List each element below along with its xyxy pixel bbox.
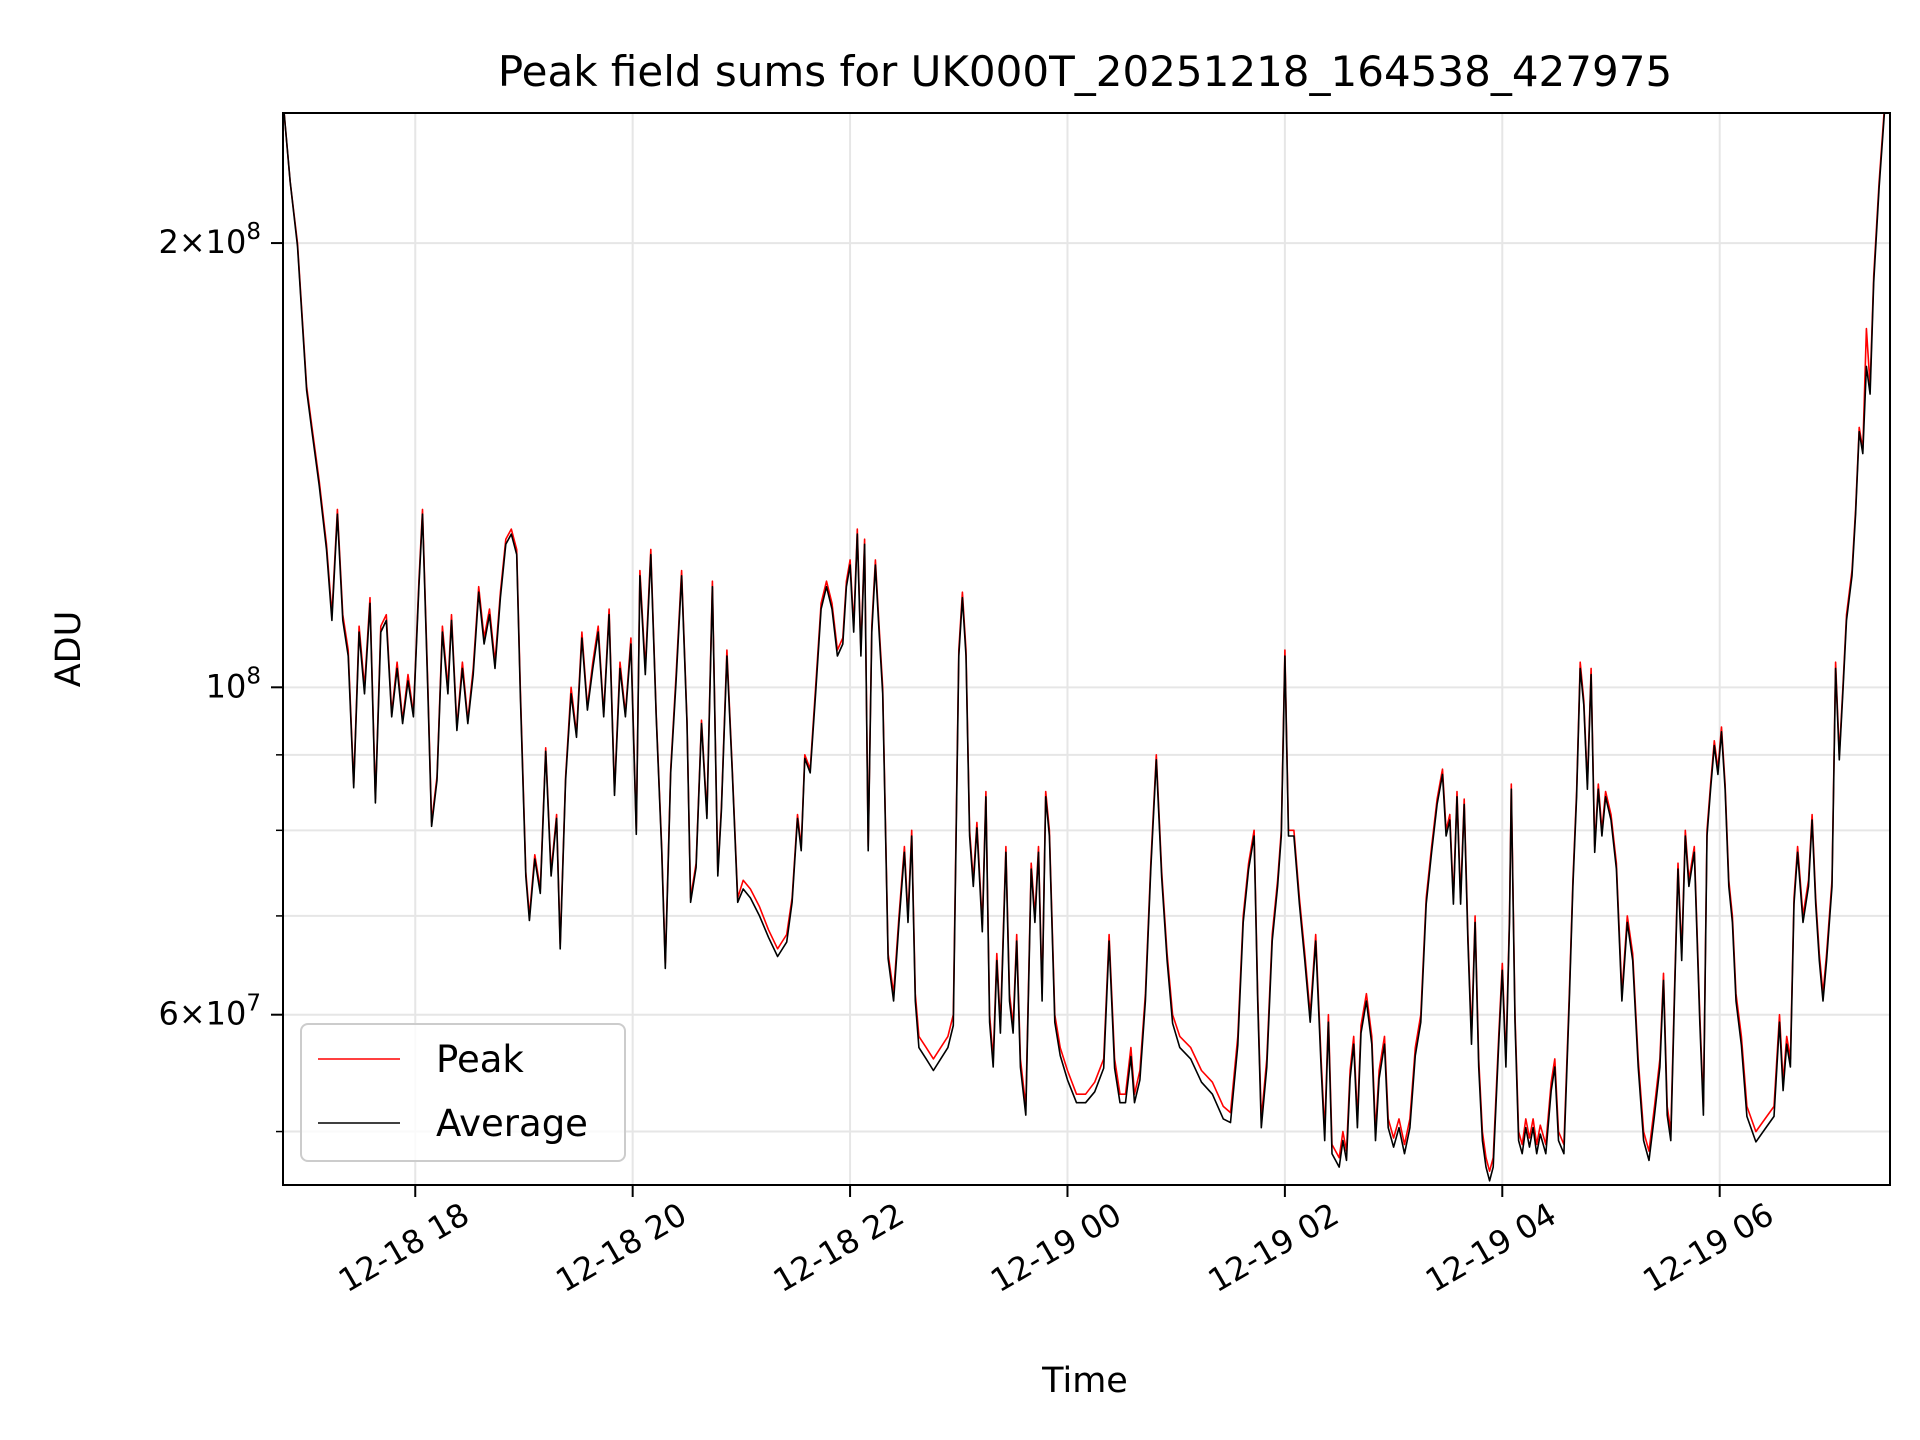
y-tick-exponent: 8 [246,663,261,689]
legend-label-average: Average [436,1102,588,1145]
y-tick-label: 108 [206,663,261,705]
y-axis: 2×108 108 6×107 [158,219,283,1133]
y-tick-exponent: 7 [246,991,261,1017]
y-tick-exponent: 8 [246,219,261,245]
y-axis-label: ADU [49,611,89,688]
chart-title: Peak field sums for UK000T_20251218_1645… [498,47,1672,96]
legend-label-peak: Peak [436,1038,524,1081]
plot-frame [282,112,1891,1186]
legend: Peak Average [300,1023,626,1162]
y-tick-label: 2×108 [158,219,261,261]
x-axis-label: Time [1041,1361,1128,1401]
series-layer [283,113,1886,1182]
y-tick-label: 6×107 [158,991,261,1033]
series-line-average [283,113,1886,1182]
